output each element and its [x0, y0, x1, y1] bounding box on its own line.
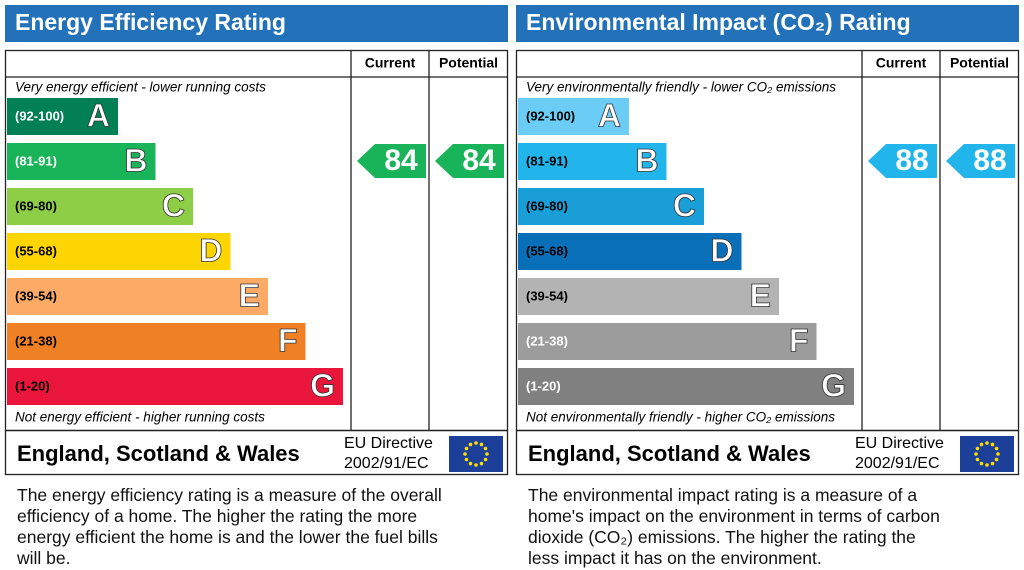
band-bar — [518, 233, 742, 270]
band-range: (92-100) — [15, 108, 64, 123]
eu-star — [990, 442, 995, 447]
column-header: Potential — [950, 55, 1009, 71]
band-bar — [518, 98, 629, 135]
band-range: (55-68) — [15, 243, 57, 258]
bottom-note: Not energy efficient - higher running co… — [15, 410, 265, 425]
band-bar — [518, 368, 854, 405]
eu-star — [479, 461, 484, 466]
potential-rating-arrow — [946, 144, 1015, 178]
band-letter: B — [635, 142, 658, 178]
band-letter: C — [673, 187, 696, 223]
current-rating: 88 — [895, 144, 928, 177]
band-range: (55-68) — [526, 243, 568, 258]
directive: 2002/91/EC — [344, 455, 429, 472]
eu-star — [474, 463, 478, 467]
band-letter: D — [710, 232, 733, 268]
column-header: Potential — [439, 55, 498, 71]
current-rating: 84 — [384, 144, 418, 177]
eu-star — [464, 446, 469, 451]
eu-star — [479, 442, 484, 447]
column-header: Current — [365, 55, 416, 71]
band-letter: E — [239, 277, 260, 313]
region: England, Scotland & Wales — [17, 441, 300, 466]
current-rating-arrow — [868, 144, 937, 178]
band-range: (69-80) — [526, 198, 568, 213]
band-letter: G — [821, 367, 846, 403]
current-rating-arrow — [357, 144, 426, 178]
eu-star — [464, 457, 469, 462]
footer-frame — [515, 429, 1020, 476]
eu-star — [974, 452, 978, 456]
eu-star — [468, 461, 473, 466]
band-bar — [7, 143, 156, 180]
band-bar — [7, 278, 268, 315]
eu-star — [994, 457, 999, 462]
eu-star — [985, 441, 989, 445]
band-bar — [518, 143, 667, 180]
eu-star — [483, 446, 488, 451]
band-letter: A — [87, 97, 110, 133]
band-range: (81-91) — [526, 153, 568, 168]
eu-star — [990, 461, 995, 466]
band-range: (1-20) — [15, 378, 50, 393]
band-letter: B — [124, 142, 147, 178]
band-bar — [7, 368, 343, 405]
description: The energy efficiency rating is a measur… — [17, 485, 442, 568]
footer-frame — [4, 429, 509, 476]
eu-star — [996, 452, 1000, 456]
band-bar — [518, 323, 817, 360]
eu-star — [994, 446, 999, 451]
band-letter: D — [199, 232, 222, 268]
band-letter: C — [162, 187, 185, 223]
band-range: (39-54) — [15, 288, 57, 303]
eu-star — [975, 446, 980, 451]
band-bar — [518, 188, 704, 225]
band-range: (81-91) — [15, 153, 57, 168]
band-letter: F — [278, 322, 298, 358]
potential-rating: 84 — [462, 144, 496, 177]
band-bar — [7, 233, 231, 270]
band-range: (92-100) — [526, 108, 575, 123]
band-bar — [7, 188, 193, 225]
band-bar — [7, 323, 306, 360]
epc-graphs: Energy Efficiency Rating Current Potential… — [4, 5, 1020, 476]
band-letter: A — [598, 97, 621, 133]
band-bar — [7, 98, 118, 135]
eu-star — [985, 463, 989, 467]
column-header: Current — [876, 55, 927, 71]
directive: EU Directive — [855, 435, 944, 452]
band-range: (21-38) — [526, 333, 568, 348]
directive: 2002/91/EC — [855, 455, 940, 472]
band-range: (1-20) — [526, 378, 561, 393]
eu-star — [975, 457, 980, 462]
band-letter: F — [789, 322, 809, 358]
eu-star — [463, 452, 467, 456]
panel-title: Environmental Impact (CO₂) Rating — [526, 9, 911, 35]
eu-star — [474, 441, 478, 445]
title-bar — [5, 5, 508, 42]
eu-star — [468, 442, 473, 447]
band-bar — [518, 278, 779, 315]
potential-rating-arrow — [435, 144, 504, 178]
eu-star — [979, 442, 984, 447]
title-bar — [516, 5, 1019, 42]
potential-rating: 88 — [973, 144, 1006, 177]
eu-star — [483, 457, 488, 462]
band-letter: E — [750, 277, 771, 313]
bottom-note: Not environmentally friendly - higher CO… — [526, 410, 835, 425]
top-note: Very energy efficient - lower running co… — [15, 80, 266, 95]
eu-star — [979, 461, 984, 466]
panel-title: Energy Efficiency Rating — [15, 9, 286, 35]
eu-star — [485, 452, 489, 456]
region: England, Scotland & Wales — [528, 441, 811, 466]
band-range: (21-38) — [15, 333, 57, 348]
band-range: (69-80) — [15, 198, 57, 213]
description: The environmental impact rating is a mea… — [528, 485, 940, 568]
top-note: Very environmentally friendly - lower CO… — [526, 80, 836, 95]
directive: EU Directive — [344, 435, 433, 452]
band-letter: G — [310, 367, 335, 403]
band-range: (39-54) — [526, 288, 568, 303]
